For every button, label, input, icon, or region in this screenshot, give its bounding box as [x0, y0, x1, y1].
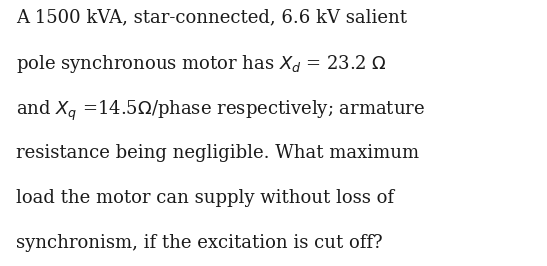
- Text: pole synchronous motor has $X_d$ = 23.2 $\Omega$: pole synchronous motor has $X_d$ = 23.2 …: [16, 53, 387, 75]
- Text: load the motor can supply without loss of: load the motor can supply without loss o…: [16, 189, 394, 207]
- Text: A 1500 kVA, star-connected, 6.6 kV salient: A 1500 kVA, star-connected, 6.6 kV salie…: [16, 8, 408, 26]
- Text: resistance being negligible. What maximum: resistance being negligible. What maximu…: [16, 144, 420, 162]
- Text: synchronism, if the excitation is cut off?: synchronism, if the excitation is cut of…: [16, 234, 383, 252]
- Text: and $X_q$ =14.5$\Omega$/phase respectively; armature: and $X_q$ =14.5$\Omega$/phase respective…: [16, 98, 426, 123]
